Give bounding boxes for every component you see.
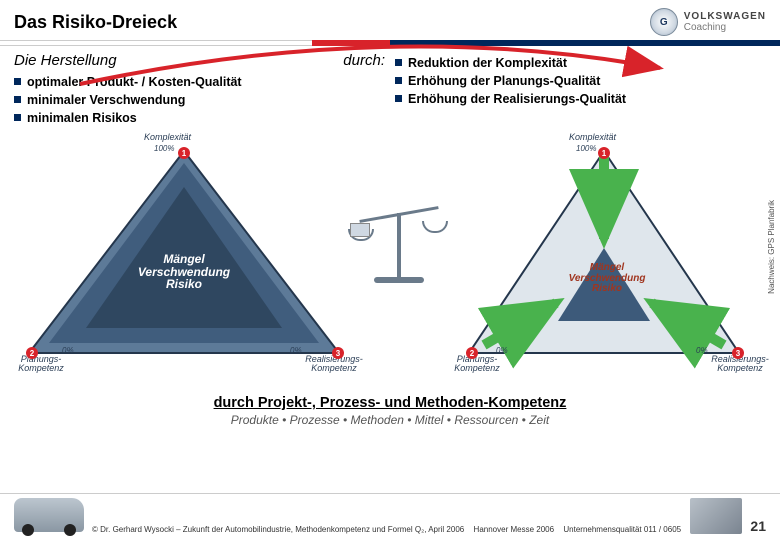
footer-right: Unternehmensqualität 011 / 0605 bbox=[563, 525, 681, 534]
brand-sub: Coaching bbox=[684, 22, 766, 33]
tl-bl-val: 0% bbox=[62, 347, 74, 355]
tl-br-val: 0% bbox=[290, 347, 302, 355]
tr-num-3: 3 bbox=[732, 347, 744, 359]
tl-num-3: 3 bbox=[332, 347, 344, 359]
slide-title: Das Risiko-Dreieck bbox=[14, 12, 177, 33]
brand-logo: G VOLKSWAGEN Coaching bbox=[650, 8, 766, 36]
tl-top-label: Komplexität bbox=[144, 133, 191, 142]
tr-top-label: Komplexität bbox=[569, 133, 616, 142]
balance-scale-icon bbox=[344, 203, 454, 283]
footer-copyright: © Dr. Gerhard Wysocki – Zukunft der Auto… bbox=[92, 525, 464, 534]
tl-bl-label: Planungs- Kompetenz bbox=[6, 355, 76, 374]
diagram-area: Komplexität 100% 1 Mängel Verschwendung … bbox=[14, 133, 766, 393]
left-item-2: minimalen Risikos bbox=[27, 111, 137, 125]
car-icon bbox=[14, 498, 84, 532]
curve-arrow-icon bbox=[50, 36, 730, 96]
banner-main: durch Projekt-, Prozess- und Methoden-Ko… bbox=[104, 395, 676, 411]
tr-num-2: 2 bbox=[466, 347, 478, 359]
tl-center: Mängel Verschwendung Risiko bbox=[124, 253, 244, 291]
right-triangle-icon bbox=[454, 133, 754, 373]
side-credit: Nachweis: GPS Planfabrik bbox=[767, 200, 776, 294]
tr-bl-label: Planungs- Kompetenz bbox=[442, 355, 512, 374]
tl-top-val: 100% bbox=[154, 145, 174, 153]
tl-num-1: 1 bbox=[178, 147, 190, 159]
tr-bl-val: 0% bbox=[496, 347, 508, 355]
footer-thumb-icon bbox=[690, 498, 742, 534]
tr-num-1: 1 bbox=[598, 147, 610, 159]
tr-top-val: 100% bbox=[576, 145, 596, 153]
footer-center: Hannover Messe 2006 bbox=[474, 525, 555, 534]
tl-num-2: 2 bbox=[26, 347, 38, 359]
tr-br-val: 0% bbox=[696, 347, 708, 355]
tr-center: Mängel Verschwendung Risiko bbox=[562, 263, 652, 295]
brand-name: VOLKSWAGEN bbox=[684, 11, 766, 22]
banner-sub: Produkte • Prozesse • Methoden • Mittel … bbox=[104, 413, 676, 427]
page-number: 21 bbox=[750, 518, 766, 534]
logo-badge-icon: G bbox=[650, 8, 678, 36]
banner: durch Projekt-, Prozess- und Methoden-Ko… bbox=[104, 395, 676, 427]
